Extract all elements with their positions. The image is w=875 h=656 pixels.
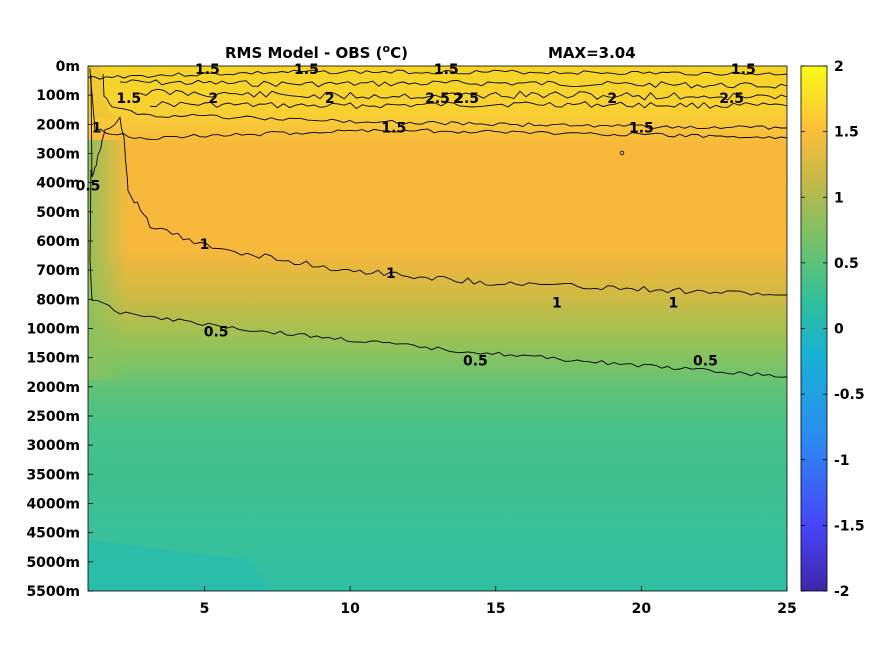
y-axis: 0m 100m 200m 300m 400m 500m 600m 700m 800m 1000m 1… — [26, 59, 93, 600]
y-tick-label: 800m — [36, 292, 80, 308]
contour-label: 2 — [325, 91, 335, 107]
y-tick-label: 5000m — [26, 555, 80, 571]
colorbar-tick-label: 0.5 — [834, 256, 859, 272]
y-tick-label: 100m — [36, 88, 80, 104]
colorbar-tick-label: 1 — [834, 190, 844, 206]
contour-label: 1 — [386, 266, 396, 282]
contour-label: 1 — [552, 295, 562, 311]
contour-line — [139, 88, 788, 101]
colorbar-ticks: 2 1.5 1 0.5 0 -0.5 -1 -1.5 -2 — [801, 59, 865, 600]
x-tick-label: 10 — [340, 601, 360, 617]
contour-label: 1 — [669, 295, 679, 311]
heatmap-left-edge — [88, 140, 128, 380]
colorbar-tick-label: 0 — [834, 322, 844, 338]
contour-label: 1 — [200, 237, 210, 253]
y-tick-label: 5500m — [26, 584, 80, 600]
contour-label: 1.5 — [381, 120, 406, 136]
y-tick-label: 500m — [36, 205, 80, 221]
colorbar-tick-label: -1.5 — [834, 518, 865, 534]
y-tick-label: 300m — [36, 147, 80, 163]
y-tick-label: 4000m — [26, 497, 80, 513]
max-label: MAX=3.04 — [548, 44, 636, 62]
contour-label: 1 — [92, 120, 102, 136]
contour-label: 1.5 — [731, 62, 756, 78]
y-tick-label: 600m — [36, 234, 80, 250]
contour-label: 1.5 — [195, 62, 220, 78]
heatmap-corner — [88, 66, 114, 118]
contour-loop — [619, 150, 625, 156]
colorbar-tick-label: -0.5 — [834, 387, 865, 403]
contour-label: 1.5 — [434, 62, 459, 78]
contour-label: 2 — [607, 91, 617, 107]
contour-line — [87, 69, 788, 80]
contour-line — [90, 75, 787, 296]
y-tick-label: 4500m — [26, 526, 80, 542]
contour-label: 2.5 — [719, 91, 744, 107]
x-tick-label: 25 — [777, 601, 796, 617]
chart-title: RMS Model - OBS (oC) — [225, 42, 408, 62]
contour-label: 2.5 — [454, 91, 479, 107]
y-tick-label: 3000m — [26, 438, 80, 454]
x-axis: 5 10 15 20 25 — [200, 586, 797, 617]
contour-line — [89, 169, 788, 378]
contour-label: 2 — [453, 91, 463, 107]
x-tick-label: 20 — [632, 601, 652, 617]
colorbar: 2 1.5 1 0.5 0 -0.5 -1 -1.5 -2 — [800, 59, 865, 600]
y-tick-label: 2500m — [26, 409, 80, 425]
contour-line — [119, 79, 788, 89]
y-tick-label: 1000m — [26, 322, 80, 338]
contour-label: 2 — [208, 91, 218, 107]
y-tick-label: 1500m — [26, 351, 80, 367]
contour-label: 1.5 — [629, 120, 654, 136]
y-tick-label: 3500m — [26, 467, 80, 483]
y-tick-label: 700m — [36, 263, 80, 279]
contour-line — [102, 73, 787, 130]
heatmap-field — [88, 66, 787, 591]
contour-line — [89, 68, 788, 140]
colorbar-tick-label: -2 — [834, 584, 850, 600]
y-tick-label: 2000m — [26, 380, 80, 396]
heatmap-deep-band — [88, 540, 270, 591]
colorbar-tick-label: 2 — [834, 59, 844, 75]
contour-line — [149, 101, 788, 110]
y-tick-label: 0m — [56, 59, 80, 75]
contour-label: 0.5 — [693, 354, 718, 370]
x-tick-label: 15 — [486, 601, 505, 617]
contour-label: 1.5 — [294, 62, 319, 78]
plot-area: 1.5 1.521.51.52.5 22.51.52.52 21.5 1.510.511… — [76, 62, 788, 592]
contour-lines — [87, 68, 788, 378]
contour-label: 0.5 — [204, 325, 229, 341]
contour-label: 2.5 — [425, 91, 450, 107]
colorbar-gradient — [800, 65, 828, 592]
contour-label: 1.5 — [116, 91, 141, 107]
y-tick-label: 400m — [36, 176, 80, 192]
x-tick-label: 5 — [200, 601, 210, 617]
contour-label: 0.5 — [463, 354, 488, 370]
colorbar-tick-label: -1 — [834, 453, 850, 469]
y-tick-label: 200m — [36, 117, 80, 133]
colorbar-tick-label: 1.5 — [834, 125, 859, 141]
